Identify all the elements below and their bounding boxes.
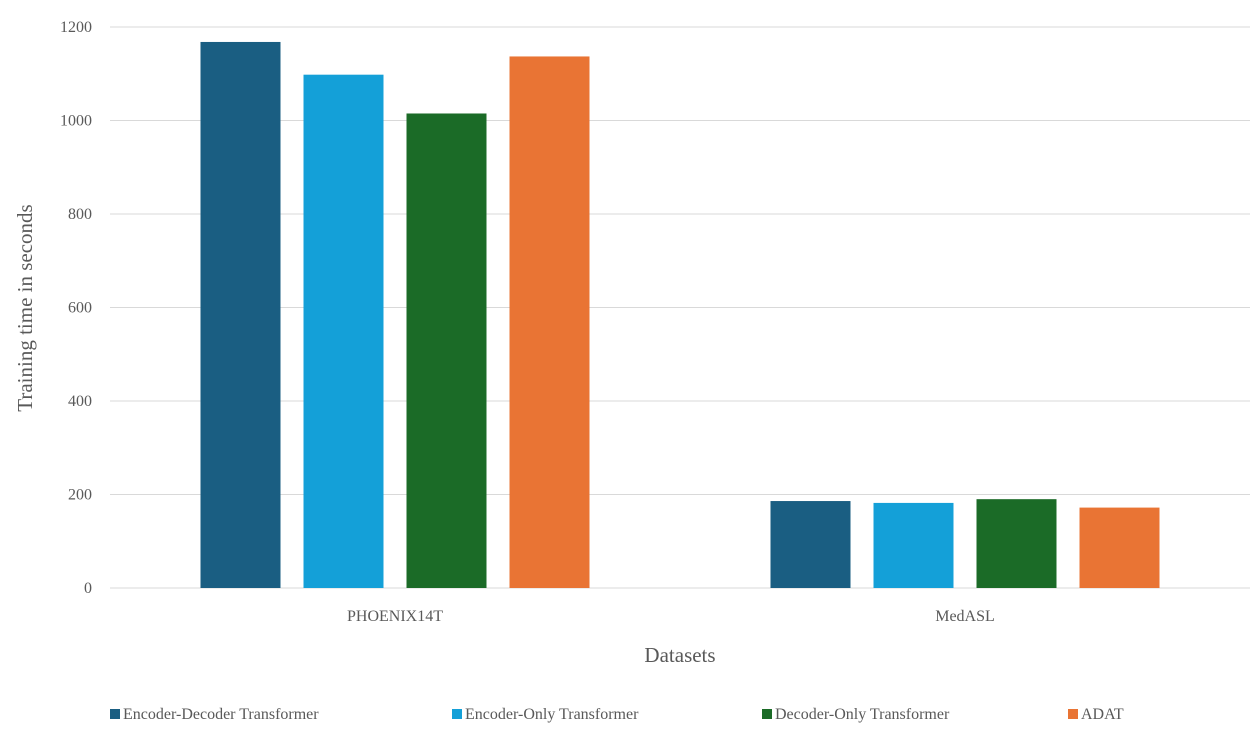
gridlines	[110, 26, 1250, 589]
legend-item: ADAT	[1068, 706, 1124, 723]
y-tick-label: 1000	[60, 113, 92, 130]
x-tick-label: PHOENIX14T	[347, 608, 443, 625]
y-tick-label: 0	[84, 580, 92, 597]
legend-item: Encoder-Only Transformer	[452, 706, 639, 723]
legend-label: ADAT	[1081, 706, 1124, 723]
legend-label: Encoder-Decoder Transformer	[123, 706, 319, 723]
legend-label: Decoder-Only Transformer	[775, 706, 950, 723]
bar-adat-phoenix14t	[509, 56, 590, 588]
bar-encoder-decoder-transformer-phoenix14t	[200, 41, 281, 588]
legend-label: Encoder-Only Transformer	[465, 706, 639, 723]
bar-encoder-decoder-transformer-medasl	[770, 501, 851, 588]
y-tick-label: 800	[68, 206, 92, 223]
x-axis-title: Datasets	[644, 643, 715, 667]
legend-item: Decoder-Only Transformer	[762, 706, 950, 723]
bars	[200, 41, 1160, 589]
legend-swatch	[1068, 709, 1078, 719]
x-tick-label: MedASL	[935, 608, 995, 625]
legend-swatch	[452, 709, 462, 719]
y-axis-title: Training time in seconds	[13, 204, 37, 411]
y-tick-label: 600	[68, 300, 92, 317]
y-axis-ticks: 0 200 400 600 800 1000 1200	[60, 19, 92, 597]
y-tick-label: 400	[68, 393, 92, 410]
bar-adat-medasl	[1079, 507, 1160, 588]
y-tick-label: 1200	[60, 19, 92, 36]
legend-swatch	[110, 709, 120, 719]
y-tick-label: 200	[68, 487, 92, 504]
x-axis-ticks: PHOENIX14T MedASL	[347, 608, 995, 625]
bar-encoder-only-transformer-medasl	[873, 502, 954, 588]
bar-decoder-only-transformer-phoenix14t	[406, 113, 487, 589]
legend: Encoder-Decoder Transformer Encoder-Only …	[110, 706, 1124, 723]
legend-item: Encoder-Decoder Transformer	[110, 706, 319, 723]
bar-decoder-only-transformer-medasl	[976, 499, 1057, 588]
bar-encoder-only-transformer-phoenix14t	[303, 74, 384, 588]
legend-swatch	[762, 709, 772, 719]
